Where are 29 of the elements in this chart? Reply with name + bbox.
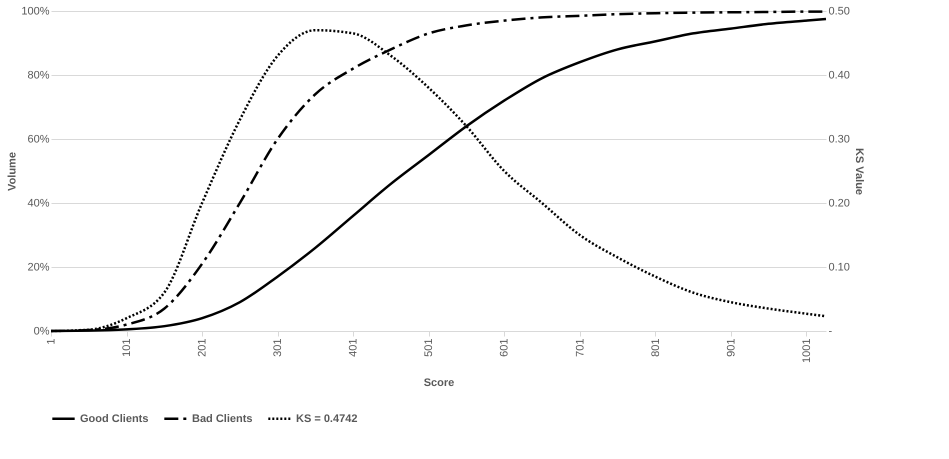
x-tick-label: 101 (121, 338, 134, 357)
y-tick-label: 100% (21, 6, 50, 18)
y2-tick-label: 0.40 (828, 70, 850, 82)
legend-label: Good Clients (80, 412, 148, 425)
y2-tick-label: 0.30 (828, 134, 850, 146)
x-tick-label: 201 (196, 338, 209, 357)
y2-axis-title: KS Value (852, 148, 865, 196)
y-tick-label: 80% (27, 70, 50, 82)
x-tick-label: 501 (423, 338, 436, 357)
y-tick-label: 0% (34, 326, 50, 338)
y2-tick-label: 0.10 (828, 262, 850, 274)
y-tick-label: 60% (27, 134, 50, 146)
x-axis-title: Score (424, 376, 454, 389)
x-tick-label: 801 (650, 338, 662, 357)
x-tick-label: 401 (348, 338, 360, 357)
y2-tick-label: - (828, 326, 832, 338)
y-tick-label: 20% (27, 262, 50, 274)
x-tick-label: 1001 (800, 338, 813, 363)
x-tick-label: 901 (725, 338, 738, 357)
x-tick-label: 1 (46, 338, 58, 345)
legend-label: KS = 0.4742 (296, 412, 358, 425)
x-tick-label: 301 (272, 338, 284, 357)
y-axis-title: Volume (6, 152, 18, 191)
legend-label: Bad Clients (192, 412, 253, 425)
x-tick-label: 701 (574, 338, 586, 357)
y2-tick-label: 0.20 (828, 198, 850, 210)
y-tick-label: 40% (27, 198, 50, 210)
x-tick-label: 601 (498, 338, 511, 357)
y2-tick-label: 0.50 (828, 6, 850, 18)
